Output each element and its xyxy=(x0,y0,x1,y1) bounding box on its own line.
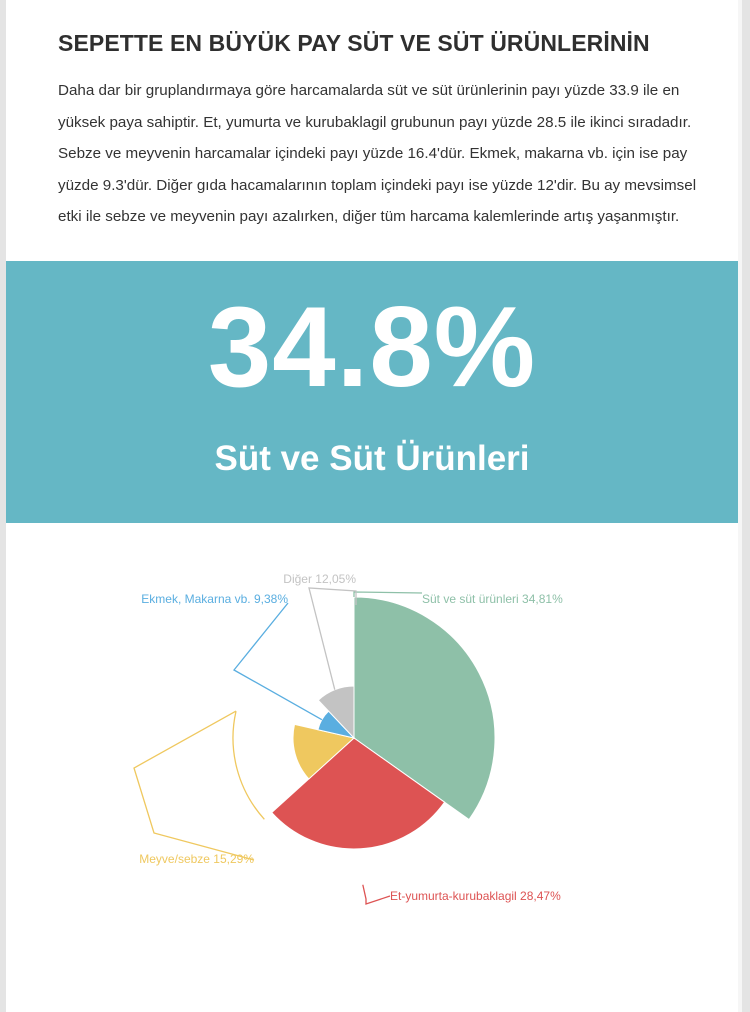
slice-label-et-yumurta-kurubaklagil: Et-yumurta-kurubaklagil 28,47% xyxy=(390,889,561,903)
pie-chart: Süt ve süt ürünleri 34,81% Et-yumurta-kur… xyxy=(133,572,563,905)
page-edge xyxy=(738,0,742,1012)
article-paragraph: Daha dar bir gruplandırmaya göre harcama… xyxy=(58,82,697,226)
leader-line-süt-ve-süt-ürünleri xyxy=(353,591,462,654)
pie-slice-meyve-sebze xyxy=(292,723,356,780)
leader-line-et-yumurta-kurubaklagil xyxy=(362,884,391,905)
article-heading: SEPETTE EN BÜYÜK PAY SÜT VE SÜT ÜRÜNLERİ… xyxy=(58,30,650,56)
slice-label-meyve-sebze: Meyve/sebze 15,29% xyxy=(139,852,254,866)
leader-line-meyve-sebze xyxy=(133,710,265,861)
highlight-value: 34.8% xyxy=(207,284,537,411)
highlight-banner: 34.8% Süt ve Süt Ürünleri xyxy=(6,261,738,523)
highlight-label: Süt ve Süt Ürünleri xyxy=(214,439,530,478)
pie-slice-diğer xyxy=(317,685,355,740)
leader-line-ekmek-makarna-vb xyxy=(233,602,323,721)
slice-label-ekmek-makarna-vb: Ekmek, Makarna vb. 9,38% xyxy=(141,592,288,606)
leader-line-diğer xyxy=(308,587,357,690)
pie-slice-et-yumurta-kurubaklagil xyxy=(271,737,446,850)
slice-label-süt-ve-süt-ürünleri: Süt ve süt ürünleri 34,81% xyxy=(422,592,563,606)
article-page: SEPETTE EN BÜYÜK PAY SÜT VE SÜT ÜRÜNLERİ… xyxy=(6,0,738,1012)
slice-label-diğer: Diğer 12,05% xyxy=(283,572,356,586)
